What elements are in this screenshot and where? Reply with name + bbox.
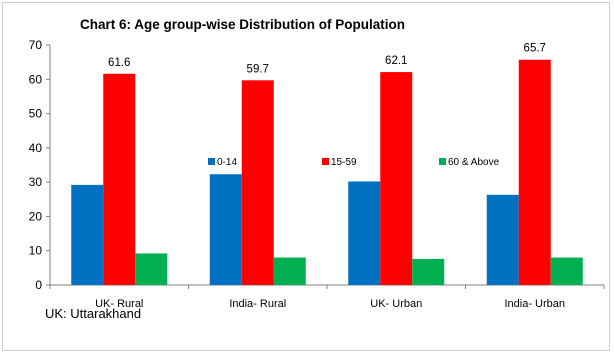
legend-swatch: [322, 158, 329, 165]
bar-2-1: [103, 73, 136, 285]
chart-legend: 0-14 15-59 60 & Above: [208, 157, 500, 168]
bar-2-2: [241, 80, 274, 285]
legend-label: 60 & Above: [448, 157, 500, 168]
bar-2-4: [518, 59, 551, 285]
y-tick-label: 20: [29, 209, 43, 223]
data-label: 61.6: [108, 57, 130, 69]
bar-1-1: [71, 184, 104, 285]
data-label: 59.7: [247, 63, 269, 75]
legend-label: 15-59: [331, 157, 357, 168]
chart-data-labels: 61.6 59.7 62.1 65.7: [108, 43, 546, 76]
legend-swatch: [439, 158, 446, 165]
legend-swatch: [208, 158, 215, 165]
chart-title: Chart 6: Age group-wise Distribution of …: [80, 17, 405, 32]
y-tick-label: 0: [35, 278, 42, 292]
footnote: UK: Uttarakhand: [45, 306, 142, 321]
bar-1-3: [348, 181, 381, 285]
y-tick-label: 10: [29, 244, 43, 258]
y-tick-label: 30: [29, 175, 43, 189]
bar-1-4: [486, 194, 519, 285]
y-tick-label: 70: [29, 38, 43, 52]
bar-3-4: [550, 257, 583, 285]
chart-axes: 0 10 20 30 40 50 60 70 UK- Rural India- Rural UK- …: [29, 38, 605, 310]
bar-2-3: [380, 72, 413, 285]
chart-bars: [71, 59, 583, 285]
bar-3-1: [135, 253, 168, 285]
x-tick-label: India- Rural: [229, 298, 286, 310]
bar-3-3: [412, 258, 445, 285]
y-tick-label: 50: [29, 107, 43, 121]
data-label: 65.7: [524, 43, 546, 55]
y-tick-label: 40: [29, 141, 43, 155]
x-tick-label: India- Urban: [504, 298, 565, 310]
y-tick-label: 60: [29, 72, 43, 86]
data-label: 62.1: [385, 55, 407, 67]
bar-3-2: [273, 257, 306, 285]
x-tick-label: UK- Urban: [370, 298, 422, 310]
legend-label: 0-14: [217, 157, 237, 168]
x-tick-label: UK- Rural: [95, 298, 143, 310]
bar-1-2: [209, 174, 242, 285]
